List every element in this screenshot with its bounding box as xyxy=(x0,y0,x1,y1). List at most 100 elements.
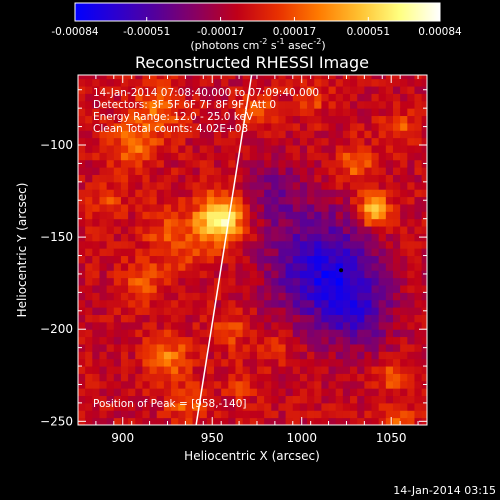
heatmap-cell xyxy=(278,100,287,109)
heatmap-cell xyxy=(120,402,129,411)
heatmap-cell xyxy=(214,75,222,80)
heatmap-cell xyxy=(178,395,186,404)
heatmap-cell xyxy=(249,93,258,102)
heatmap-cell xyxy=(307,270,315,279)
heatmap-cell xyxy=(142,351,151,360)
heatmap-cell xyxy=(92,307,100,315)
heatmap-cell xyxy=(392,86,401,94)
heatmap-cell xyxy=(299,122,308,131)
heatmap-cell xyxy=(214,122,222,131)
heatmap-cell xyxy=(156,270,165,279)
heatmap-cell xyxy=(371,108,380,117)
heatmap-cell xyxy=(299,351,308,360)
heatmap-cell xyxy=(113,388,122,397)
heatmap-cell xyxy=(185,314,194,323)
heatmap-cell xyxy=(321,122,330,131)
heatmap-cell xyxy=(142,86,151,94)
heatmap-cell xyxy=(307,137,315,146)
heatmap-cell xyxy=(414,189,423,198)
heatmap-cell xyxy=(378,189,387,198)
heatmap-cell xyxy=(135,388,143,397)
heatmap-cell xyxy=(307,262,315,271)
heatmap-cell xyxy=(299,388,308,397)
heatmap-cell xyxy=(364,211,373,220)
heatmap-cell xyxy=(285,174,294,183)
heatmap-cell xyxy=(271,336,279,345)
heatmap-cell xyxy=(292,351,301,360)
heatmap-cell xyxy=(178,380,186,389)
heatmap-cell xyxy=(342,255,351,264)
heatmap-cell xyxy=(178,262,186,271)
heatmap-cell xyxy=(256,78,265,87)
heatmap-cell xyxy=(271,402,279,411)
heatmap-cell xyxy=(328,292,337,301)
heatmap-cell xyxy=(335,189,344,198)
heatmap-cell xyxy=(192,395,201,404)
heatmap-cell xyxy=(192,240,201,249)
heatmap-cell xyxy=(192,380,201,389)
heatmap-cell xyxy=(128,388,136,397)
heatmap-cell xyxy=(106,196,115,205)
heatmap-cell xyxy=(163,402,172,411)
heatmap-cell xyxy=(128,292,136,301)
heatmap-cell xyxy=(314,417,322,425)
heatmap-cell xyxy=(85,211,93,220)
heatmap-cell xyxy=(371,358,380,367)
heatmap-cell xyxy=(314,174,322,183)
heatmap-cell xyxy=(271,321,279,330)
heatmap-cell xyxy=(385,108,394,117)
heatmap-cell xyxy=(99,388,108,397)
heatmap-cell xyxy=(407,343,415,352)
heatmap-cell xyxy=(256,100,265,109)
heatmap-cell xyxy=(235,196,244,205)
heatmap-cell xyxy=(285,137,294,146)
heatmap-cell xyxy=(342,130,351,139)
heatmap-cell xyxy=(400,75,408,80)
heatmap-cell xyxy=(378,307,387,315)
heatmap-cell xyxy=(271,262,279,271)
heatmap-cell xyxy=(242,395,251,404)
heatmap-cell xyxy=(335,388,344,397)
heatmap-cell xyxy=(278,402,287,411)
heatmap-cell xyxy=(142,122,151,131)
heatmap-cell xyxy=(407,218,415,227)
heatmap-cell xyxy=(421,152,427,161)
heatmap-cell xyxy=(85,255,93,264)
heatmap-cell xyxy=(407,358,415,367)
heatmap-cell xyxy=(185,174,194,183)
heatmap-cell xyxy=(321,380,330,389)
heatmap-cell xyxy=(335,226,344,234)
heatmap-cell xyxy=(120,388,129,397)
heatmap-cell xyxy=(214,329,222,338)
heatmap-cell xyxy=(199,233,208,242)
heatmap-cell xyxy=(314,366,322,374)
heatmap-cell xyxy=(128,233,136,242)
heatmap-cell xyxy=(385,262,394,271)
heatmap-cell xyxy=(392,255,401,264)
heatmap-cell xyxy=(385,240,394,249)
heatmap-cell xyxy=(192,203,201,212)
heatmap-cell xyxy=(135,270,143,279)
heatmap-cell xyxy=(249,159,258,168)
heatmap-cell xyxy=(307,248,315,257)
solar-limb-line xyxy=(195,75,253,425)
heatmap-cell xyxy=(149,314,158,323)
heatmap-cell xyxy=(214,321,222,330)
heatmap-cell xyxy=(206,314,215,323)
heatmap-cell xyxy=(135,262,143,271)
heatmap-cell xyxy=(342,93,351,102)
heatmap-cell xyxy=(278,388,287,397)
heatmap-cell xyxy=(421,137,427,146)
heatmap-cell xyxy=(163,255,172,264)
heatmap-cell xyxy=(228,174,236,183)
heatmap-cell xyxy=(385,248,394,257)
heatmap-cell xyxy=(249,100,258,109)
heatmap-cell xyxy=(357,226,365,234)
heatmap-cell xyxy=(192,336,201,345)
heatmap-cell xyxy=(156,137,165,146)
heatmap-cell xyxy=(78,395,86,404)
heatmap-cell xyxy=(385,75,394,80)
heatmap-cell xyxy=(206,159,215,168)
heatmap-cell xyxy=(421,336,427,345)
heatmap-cell xyxy=(113,329,122,338)
